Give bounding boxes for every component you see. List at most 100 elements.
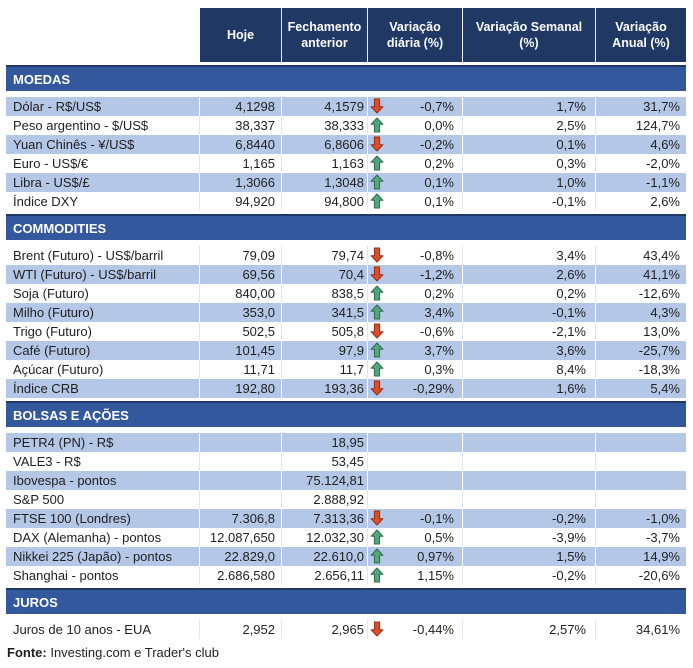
table-row: Brent (Futuro) - US$/barril 79,09 79,74 -0,… — [6, 246, 686, 265]
hoje-value-cell: 22.829,0 — [200, 547, 282, 566]
fechamento-anterior-value-cell: 22.610,0 — [282, 547, 368, 566]
variacao-diaria-value-cell: 0,2% — [368, 284, 463, 303]
fechamento-anterior-value: 4,1579 — [324, 99, 364, 114]
variacao-anual-value: -25,7% — [638, 343, 680, 358]
row-label-cell: Shanghai - pontos — [6, 566, 200, 585]
section-title: JUROS — [13, 594, 58, 610]
variacao-diaria-value: -0,7% — [420, 99, 454, 114]
variacao-diaria-value-cell: 0,1% — [368, 192, 463, 211]
fechamento-anterior-value: 97,9 — [338, 343, 364, 358]
table-row: Nikkei 225 (Japão) - pontos 22.829,0 22.61… — [6, 547, 686, 566]
table-row: Milho (Futuro) 353,0 341,5 3,4% -0,1% 4,3% — [6, 303, 686, 322]
row-label-cell: Yuan Chinês - ¥/US$ — [6, 135, 200, 154]
fechamento-anterior-value-cell: 11,7 — [282, 360, 368, 379]
fechamento-anterior-value-cell: 75.124,81 — [282, 471, 368, 490]
variacao-diaria-value-cell: 3,4% — [368, 303, 463, 322]
down-arrow-icon — [370, 247, 384, 264]
variacao-diaria-value: 0,0% — [424, 118, 454, 133]
variacao-semanal-value: -3,9% — [552, 530, 586, 545]
variacao-semanal-value: -0,1% — [552, 194, 586, 209]
variacao-anual-value: -12,6% — [638, 286, 680, 301]
row-label: Shanghai - pontos — [13, 568, 119, 583]
hoje-value: 69,56 — [242, 267, 275, 282]
down-arrow-icon — [370, 621, 384, 638]
up-arrow-icon — [370, 285, 384, 302]
row-label-cell: Índice DXY — [6, 192, 200, 211]
variacao-diaria-value-cell: -0,29% — [368, 379, 463, 398]
fechamento-anterior-value: 2.888,92 — [313, 492, 364, 507]
variacao-diaria-value-cell: 0,5% — [368, 528, 463, 547]
variacao-diaria-value-cell: 0,3% — [368, 360, 463, 379]
row-label: Café (Futuro) — [13, 343, 91, 358]
section-header-juros: JUROS — [6, 588, 686, 614]
down-arrow-icon — [370, 98, 384, 115]
variacao-diaria-value: 0,97% — [417, 549, 454, 564]
table-row: VALE3 - R$ 53,45 — [6, 452, 686, 471]
row-label-cell: Peso argentino - $/US$ — [6, 116, 200, 135]
hoje-value-cell: 11,71 — [200, 360, 282, 379]
row-label-cell: Índice CRB — [6, 379, 200, 398]
variacao-semanal-value: -0,1% — [552, 305, 586, 320]
variacao-diaria-value: -0,1% — [420, 511, 454, 526]
fechamento-anterior-value-cell: 505,8 — [282, 322, 368, 341]
fechamento-anterior-value-cell: 2.656,11 — [282, 566, 368, 585]
up-arrow-icon — [370, 361, 384, 378]
row-label-cell: Libra - US$/£ — [6, 173, 200, 192]
fechamento-anterior-value-cell: 12.032,30 — [282, 528, 368, 547]
hoje-value: 192,80 — [235, 381, 275, 396]
table-row: Shanghai - pontos 2.686,580 2.656,11 1,15% -… — [6, 566, 686, 585]
fechamento-anterior-value-cell: 1,3048 — [282, 173, 368, 192]
fechamento-anterior-value-cell: 4,1579 — [282, 97, 368, 116]
variacao-semanal-value-cell: -0,1% — [463, 303, 596, 322]
table-row: PETR4 (PN) - R$ 18,95 — [6, 433, 686, 452]
variacao-diaria-value: -1,2% — [420, 267, 454, 282]
row-label: Dólar - R$/US$ — [13, 99, 102, 114]
variacao-anual-value-cell — [596, 490, 686, 509]
variacao-diaria-value: 1,15% — [417, 568, 454, 583]
row-label: Índice DXY — [13, 194, 79, 209]
hoje-value: 502,5 — [242, 324, 275, 339]
variacao-anual-value: 4,3% — [650, 305, 680, 320]
up-arrow-icon — [370, 529, 384, 546]
row-label-cell: Euro - US$/€ — [6, 154, 200, 173]
hoje-value-cell — [200, 471, 282, 490]
variacao-diaria-value: 0,2% — [424, 286, 454, 301]
row-label: PETR4 (PN) - R$ — [13, 435, 114, 450]
table-row: S&P 500 2.888,92 — [6, 490, 686, 509]
fechamento-anterior-value: 79,74 — [331, 248, 364, 263]
hoje-value-cell: 94,920 — [200, 192, 282, 211]
source-label: Fonte: — [7, 645, 47, 660]
row-label-cell: Trigo (Futuro) — [6, 322, 200, 341]
down-arrow-icon — [370, 323, 384, 340]
row-label-cell: WTI (Futuro) - US$/barril — [6, 265, 200, 284]
table-row: Açúcar (Futuro) 11,71 11,7 0,3% 8,4% -18,3% — [6, 360, 686, 379]
hoje-value-cell: 2,952 — [200, 620, 282, 639]
row-label: Brent (Futuro) - US$/barril — [13, 248, 164, 263]
variacao-anual-value-cell: 4,3% — [596, 303, 686, 322]
row-label-cell: Nikkei 225 (Japão) - pontos — [6, 547, 200, 566]
row-label-cell: Ibovespa - pontos — [6, 471, 200, 490]
row-label: Soja (Futuro) — [13, 286, 89, 301]
hoje-value: 2,952 — [242, 622, 275, 637]
hoje-value-cell: 1,3066 — [200, 173, 282, 192]
variacao-diaria-value: 3,4% — [424, 305, 454, 320]
variacao-anual-value: -18,3% — [638, 362, 680, 377]
variacao-semanal-value: 2,5% — [556, 118, 586, 133]
variacao-semanal-value: 1,7% — [556, 99, 586, 114]
variacao-diaria-value: 3,7% — [424, 343, 454, 358]
variacao-semanal-value: 3,6% — [556, 343, 586, 358]
row-label: Yuan Chinês - ¥/US$ — [13, 137, 135, 152]
hoje-value-cell: 79,09 — [200, 246, 282, 265]
variacao-anual-value-cell: -18,3% — [596, 360, 686, 379]
hoje-value-cell — [200, 490, 282, 509]
table-row: Juros de 10 anos - EUA 2,952 2,965 -0,44% 2,… — [6, 620, 686, 639]
fechamento-anterior-value-cell: 7.313,36 — [282, 509, 368, 528]
up-arrow-icon — [370, 304, 384, 321]
variacao-diaria-value-cell: 1,15% — [368, 566, 463, 585]
hoje-value: 840,00 — [235, 286, 275, 301]
variacao-anual-value-cell: 124,7% — [596, 116, 686, 135]
table-row: Índice DXY 94,920 94,800 0,1% -0,1% 2,6% — [6, 192, 686, 211]
variacao-anual-value: 124,7% — [635, 118, 680, 133]
variacao-semanal-value: 0,1% — [556, 137, 586, 152]
